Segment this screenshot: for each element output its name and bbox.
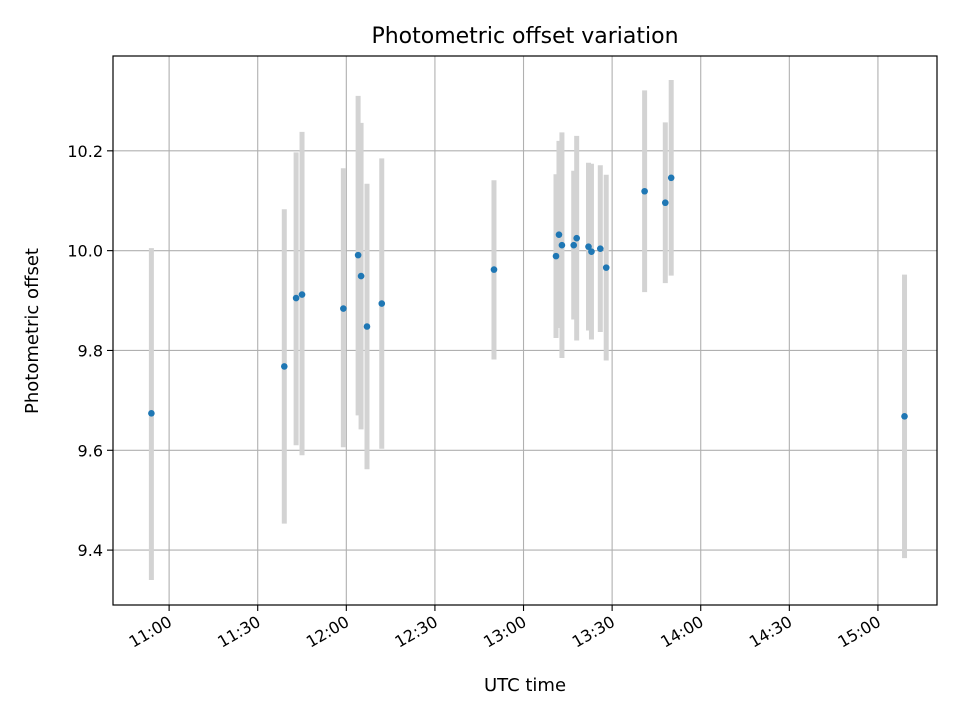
y-tick-label: 10.0 (67, 242, 103, 261)
data-point (357, 272, 365, 280)
data-point (148, 410, 155, 417)
data-point (661, 199, 669, 207)
data-point (570, 241, 578, 249)
data-point (585, 243, 592, 250)
data-point (901, 413, 908, 420)
y-tick-label: 9.4 (78, 541, 103, 560)
data-point (597, 245, 604, 252)
data-point (378, 300, 386, 307)
data-points (148, 174, 908, 420)
data-point (588, 248, 595, 255)
data-point (280, 363, 288, 370)
data-point (552, 252, 560, 260)
data-point (667, 174, 675, 182)
data-point (641, 187, 648, 195)
data-point (292, 294, 300, 302)
data-point (340, 305, 347, 312)
data-point (602, 264, 610, 271)
y-tick-label: 10.2 (67, 142, 103, 161)
data-point (558, 241, 566, 249)
data-point (363, 323, 371, 330)
data-point (555, 231, 563, 238)
chart-title: Photometric offset variation (371, 24, 678, 49)
data-point (490, 266, 498, 273)
y-axis-ticks: 9.4 9.6 9.8 10.0 10.2 (67, 142, 113, 560)
data-point (573, 234, 580, 242)
y-axis-label: Photometric offset (22, 248, 43, 414)
data-point (354, 251, 362, 259)
y-tick-label: 9.8 (78, 341, 103, 360)
grid (113, 56, 937, 605)
x-axis-label: UTC time (484, 675, 566, 696)
y-tick-label: 9.6 (78, 441, 103, 460)
plot-area-frame (112, 55, 938, 606)
data-point (298, 291, 306, 298)
